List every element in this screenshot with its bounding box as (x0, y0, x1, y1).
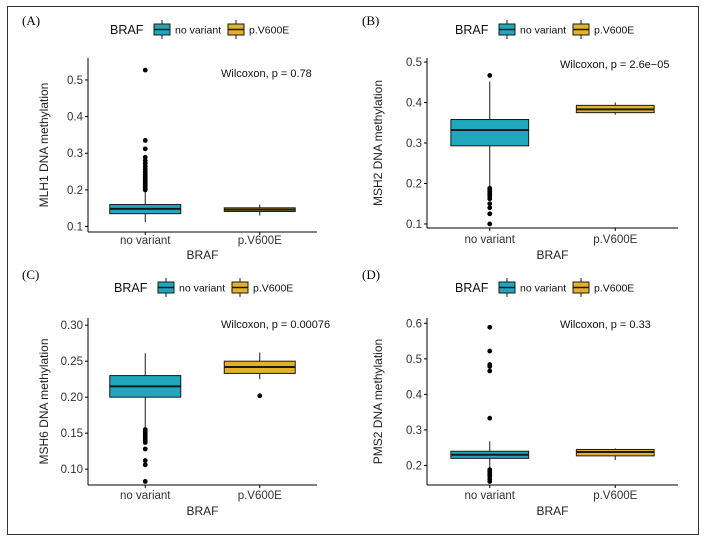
legend: BRAF no variant p.V600E (455, 20, 634, 39)
outlier-point (487, 415, 493, 421)
x-tick-label: no variant (120, 490, 171, 502)
panel-label: (C) (22, 267, 39, 282)
y-tick-label: 0.4 (67, 112, 84, 124)
x-axis-title: BRAF (186, 504, 218, 518)
outlier-point (487, 205, 493, 211)
outlier-point (142, 138, 148, 143)
box-iqr (450, 119, 530, 147)
x-tick-label: no variant (464, 234, 515, 246)
legend-title: BRAF (455, 23, 489, 37)
outlier-point (142, 479, 148, 484)
panel-d: (D) BRAF no variant p.V600E 0.2 0.3 0.4 0.5 0.6 n… (362, 267, 678, 518)
outlier-point (142, 458, 148, 463)
y-tick-label: 0.10 (61, 464, 83, 476)
y-tick-label: 0.3 (67, 148, 83, 160)
box-no-variant (450, 324, 530, 484)
panel-a: (A) BRAF no variant p.V600E 0.1 0.2 0.3 0.4 0.5 n… (22, 13, 317, 262)
box-no-variant (109, 67, 182, 223)
legend-label-0: no variant (520, 25, 566, 37)
y-tick-label: 0.4 (406, 389, 423, 401)
y-tick-label: 0.2 (67, 185, 83, 197)
outlier-point (487, 479, 493, 484)
outlier-point (142, 146, 148, 152)
x-axis-title: BRAF (186, 248, 218, 262)
y-tick-label: 0.30 (61, 320, 83, 332)
box-p-v600e (575, 448, 655, 461)
y-tick-label: 0.6 (406, 318, 422, 330)
x-tick-label: no variant (464, 490, 515, 502)
wilcoxon-annotation: Wilcoxon, p = 0.33 (560, 319, 651, 331)
figure-border (7, 6, 699, 535)
y-tick-label: 0.3 (406, 138, 422, 150)
wilcoxon-annotation: Wilcoxon, p = 0.00076 (221, 319, 330, 331)
box-no-variant (109, 353, 182, 484)
outlier-point (142, 154, 148, 160)
y-tick-label: 0.2 (406, 178, 422, 190)
x-tick-label: no variant (120, 235, 171, 247)
outlier-point (487, 324, 493, 330)
y-tick-label: 0.20 (61, 392, 83, 404)
legend-title: BRAF (110, 23, 144, 37)
y-tick-label: 0.5 (67, 75, 83, 87)
y-tick-label: 0.5 (406, 354, 422, 366)
outlier-point (487, 221, 493, 227)
y-tick-label: 0.2 (406, 460, 422, 472)
y-tick-label: 0.1 (67, 222, 83, 234)
wilcoxon-annotation: Wilcoxon, p = 2.6e−05 (560, 59, 669, 71)
y-tick-label: 0.4 (406, 98, 423, 110)
outlier-point (142, 440, 148, 445)
legend-label-0: no variant (520, 283, 566, 295)
outlier-point (487, 348, 493, 354)
outlier-point (257, 393, 263, 399)
panel-label: (B) (362, 13, 379, 28)
y-tick-label: 0.25 (61, 356, 83, 368)
legend-label-1: p.V600E (253, 283, 293, 295)
outlier-point (487, 362, 493, 367)
panel-label: (A) (22, 13, 40, 28)
outlier-point (142, 158, 148, 163)
legend-title: BRAF (455, 281, 489, 295)
x-tick-label: p.V600E (238, 235, 282, 247)
x-axis-title: BRAF (536, 504, 568, 518)
outlier-point (487, 368, 493, 374)
x-tick-label: p.V600E (593, 490, 637, 502)
y-axis-title: MLH1 DNA methylation (37, 83, 51, 208)
y-axis-title: MSH2 DNA methylation (371, 80, 385, 206)
y-axis-title: PMS2 DNA methylation (371, 339, 385, 464)
legend-title: BRAF (114, 281, 148, 295)
legend-label-0: no variant (175, 25, 221, 37)
y-axis-title: MSH6 DNA methylation (37, 338, 51, 464)
panel-b: (B) BRAF no variant p.V600E 0.1 0.2 0.3 0.4 0.5 n… (362, 13, 678, 262)
box-no-variant (450, 73, 530, 227)
x-axis-title: BRAF (536, 248, 568, 262)
outlier-point (142, 67, 148, 73)
outlier-point (487, 73, 493, 78)
panel-label: (D) (362, 267, 380, 282)
outlier-point (487, 211, 493, 217)
y-tick-label: 0.15 (61, 428, 83, 440)
outlier-point (142, 446, 148, 452)
legend-label-0: no variant (179, 283, 225, 295)
box-p-v600e (575, 102, 655, 115)
legend: BRAF no variant p.V600E (110, 20, 289, 39)
y-tick-label: 0.3 (406, 425, 422, 437)
x-tick-label: p.V600E (593, 234, 637, 246)
outlier-point (487, 196, 493, 202)
box-p-v600e (223, 352, 296, 399)
legend-label-1: p.V600E (594, 25, 634, 37)
wilcoxon-annotation: Wilcoxon, p = 0.78 (221, 68, 312, 80)
panel-c: (C) BRAF no variant p.V600E 0.10 0.15 0.20 0.25… (22, 267, 330, 518)
legend-label-1: p.V600E (249, 25, 289, 37)
y-tick-label: 0.5 (406, 57, 422, 69)
x-tick-label: p.V600E (238, 490, 282, 502)
legend: BRAF no variant p.V600E (455, 278, 634, 297)
legend-label-1: p.V600E (594, 283, 634, 295)
outlier-point (487, 201, 493, 207)
outlier-point (142, 462, 148, 468)
y-tick-label: 0.1 (406, 219, 422, 231)
box-p-v600e (223, 204, 296, 216)
legend: BRAF no variant p.V600E (114, 278, 293, 297)
